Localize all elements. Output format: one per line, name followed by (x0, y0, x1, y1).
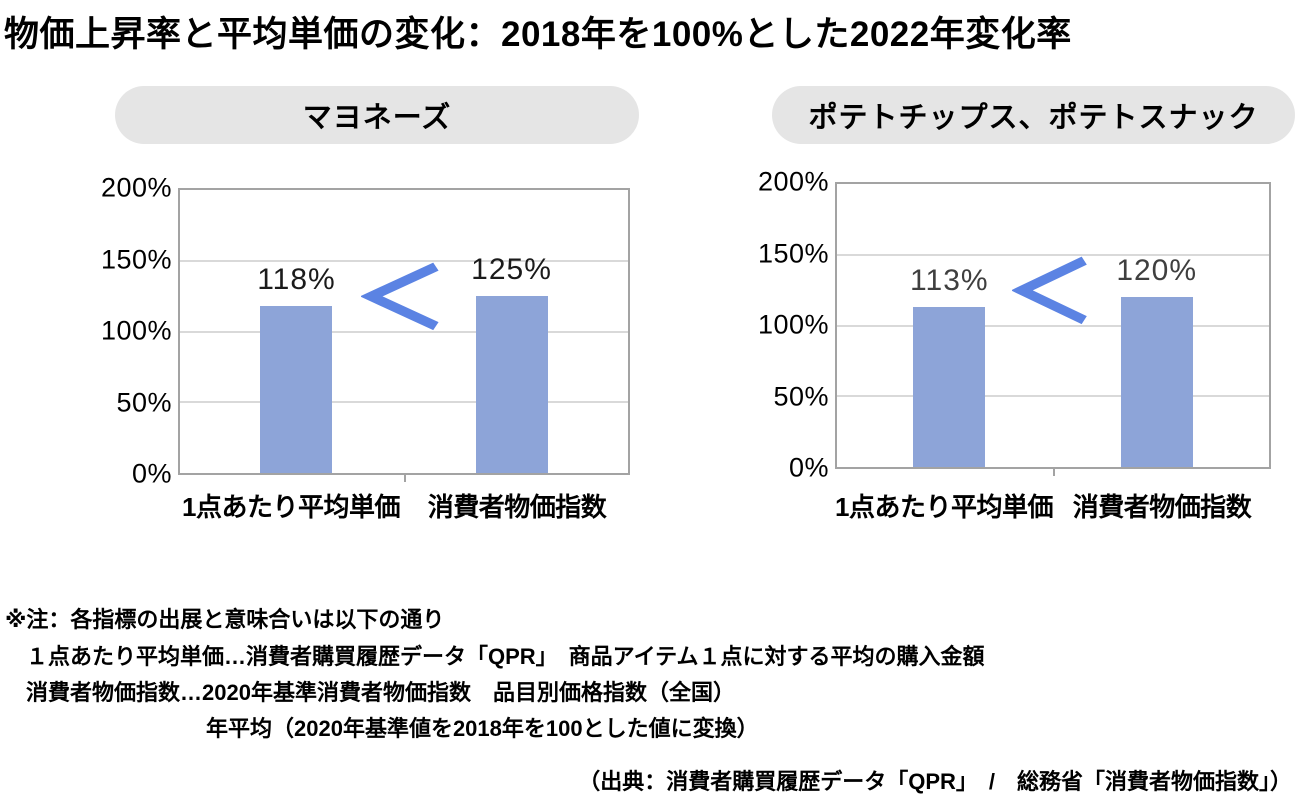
category-pill-mayonnaise: マヨネーズ (115, 86, 639, 144)
y-tick-label: 100% (757, 309, 829, 340)
bar (913, 307, 986, 467)
bar-cell: 118% (189, 190, 404, 473)
category-label: 消費者物価指数 (1072, 492, 1252, 522)
y-axis: 200% 150% 100% 50% 0% (745, 167, 829, 483)
bar (475, 296, 548, 473)
gridline (837, 395, 1269, 398)
footnote-line-1: ※注：各指標の出展と意味合いは以下の通り (5, 607, 445, 632)
bars: 113% 120% (846, 184, 1261, 467)
x-axis-labels: 1点あたり平均単価 消費者物価指数 (835, 487, 1271, 524)
category-label: 消費者物価指数 (427, 492, 607, 522)
less-than-icon (361, 261, 446, 332)
y-tick-label: 50% (116, 387, 172, 417)
y-tick-label: 150% (100, 244, 172, 274)
footnote-line-2: １点あたり平均単価…消費者購買履歴データ「QPR」 商品アイテム１点に対する平均… (26, 644, 985, 669)
bar-value-label: 125% (471, 253, 552, 287)
gridline (180, 330, 628, 333)
footnote-line-3: 消費者物価指数…2020年基準消費者物価指数 品目別価格指数（全国） (26, 680, 735, 705)
plot-area: 113% 120% (835, 182, 1271, 476)
page-title: 物価上昇率と平均単価の変化：2018年を100%とした2022年変化率 (4, 15, 1072, 54)
less-than-icon (1011, 255, 1094, 326)
gridline (180, 259, 628, 262)
y-tick-label: 50% (773, 381, 829, 411)
y-tick-label: 0% (131, 458, 172, 489)
bar (1120, 297, 1193, 467)
y-tick-label: 0% (788, 452, 829, 483)
y-tick-label: 200% (757, 166, 829, 197)
bar-value-label: 120% (1116, 254, 1198, 288)
source-citation: （出典：消費者購買履歴データ「QPR」 / 総務省「消費者物価指数」） (578, 769, 1292, 794)
bar-cell: 113% (846, 184, 1053, 467)
gridline (837, 324, 1269, 327)
axis-tick (1053, 468, 1055, 476)
category-pill-potato-chips: ポテトチップス、ポテトスナック (772, 86, 1295, 144)
plot-area: 118% 125% (178, 188, 630, 482)
bars: 118% 125% (189, 190, 619, 473)
axis-tick (404, 474, 406, 482)
bar-cell: 120% (1053, 184, 1260, 467)
footnote-line-4: 年平均（2020年基準値を2018年を100とした値に変換） (206, 716, 759, 741)
gridline (180, 401, 628, 404)
y-tick-label: 200% (100, 172, 172, 203)
bar (260, 306, 333, 473)
y-tick-label: 150% (757, 238, 829, 268)
bar-value-label: 113% (910, 264, 989, 298)
x-axis-labels: 1点あたり平均単価 消費者物価指数 (178, 487, 630, 524)
gridline (837, 253, 1269, 256)
bar-cell: 125% (404, 190, 619, 473)
category-label: 1点あたり平均単価 (182, 492, 400, 522)
y-tick-label: 100% (100, 315, 172, 346)
y-axis: 200% 150% 100% 50% 0% (88, 173, 172, 489)
category-label: 1点あたり平均単価 (835, 492, 1053, 522)
bar-value-label: 118% (257, 263, 336, 297)
